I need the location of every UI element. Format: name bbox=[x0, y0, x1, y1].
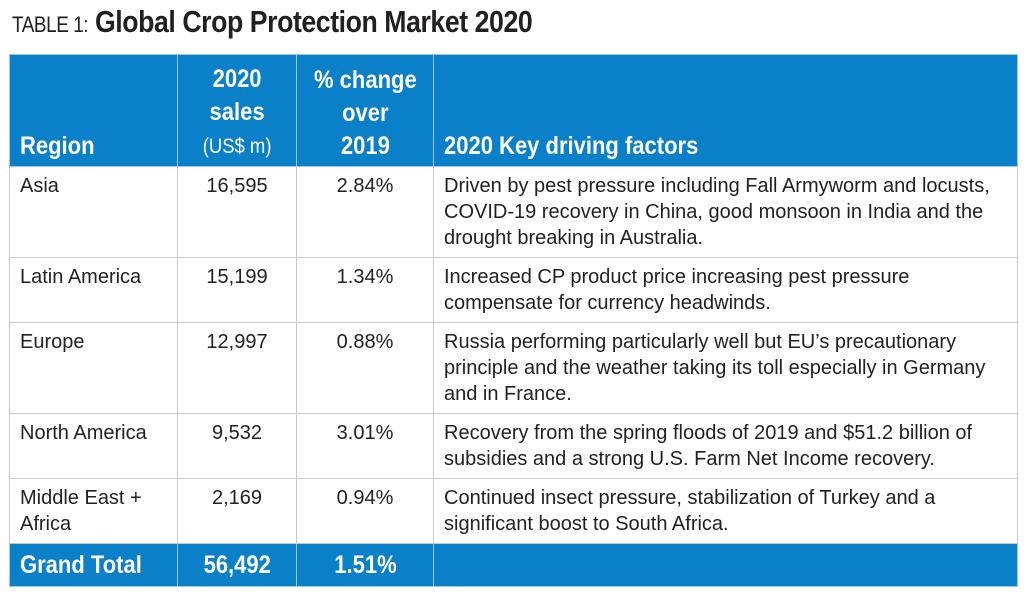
table-row: Middle East + Africa 2,169 0.94% Continu… bbox=[9, 478, 1018, 544]
cell-change: 0.88% bbox=[296, 322, 434, 414]
table-row: Asia 16,595 2.84% Driven by pest pressur… bbox=[9, 166, 1018, 258]
header-region-label: Region bbox=[20, 132, 95, 160]
header-change-line1: % change bbox=[313, 66, 417, 94]
header-change-line3: 2019 bbox=[340, 132, 390, 160]
table-row: North America 9,532 3.01% Recovery from … bbox=[9, 413, 1018, 479]
cell-sales: 12,997 bbox=[177, 322, 297, 414]
caption-title: Global Crop Protection Market 2020 bbox=[94, 4, 533, 39]
header-sales-text: 2020 sales (US$ m) bbox=[203, 63, 272, 163]
total-factors bbox=[433, 543, 1018, 587]
header-row: Region 2020 sales (US$ m) % change over … bbox=[9, 54, 1018, 167]
cell-sales: 15,199 bbox=[177, 257, 297, 323]
cell-sales: 9,532 bbox=[177, 413, 297, 479]
total-change-text: 1.51% bbox=[333, 550, 397, 579]
cell-factors: Recovery from the spring floods of 2019 … bbox=[433, 413, 1018, 479]
header-sales-line2: sales bbox=[209, 98, 265, 126]
cell-factors: Increased CP product price increasing pe… bbox=[433, 257, 1018, 323]
cell-sales: 16,595 bbox=[177, 166, 297, 258]
cell-factors: Driven by pest pressure including Fall A… bbox=[433, 166, 1018, 258]
total-sales-text: 56,492 bbox=[203, 550, 271, 579]
cell-region: Asia bbox=[9, 166, 178, 258]
cell-change: 0.94% bbox=[296, 478, 434, 544]
header-change: % change over 2019 bbox=[296, 54, 434, 167]
cell-region: Middle East + Africa bbox=[9, 478, 178, 544]
cell-sales: 2,169 bbox=[177, 478, 297, 544]
header-sales: 2020 sales (US$ m) bbox=[177, 54, 297, 167]
table-row: Latin America 15,199 1.34% Increased CP … bbox=[9, 257, 1018, 323]
total-sales: 56,492 bbox=[177, 543, 297, 587]
caption-prefix: TABLE 1: bbox=[12, 12, 89, 37]
cell-factors: Russia performing particularly well but … bbox=[433, 322, 1018, 414]
header-sales-line1: 2020 bbox=[212, 65, 262, 93]
cell-change: 2.84% bbox=[296, 166, 434, 258]
total-change: 1.51% bbox=[296, 543, 434, 587]
cell-region: North America bbox=[9, 413, 178, 479]
table-row: Europe 12,997 0.88% Russia performing pa… bbox=[9, 322, 1018, 414]
header-change-text: % change over 2019 bbox=[314, 64, 417, 163]
cell-region: Europe bbox=[9, 322, 178, 414]
cell-change: 1.34% bbox=[296, 257, 434, 323]
cell-change: 3.01% bbox=[296, 413, 434, 479]
header-factors-label: 2020 Key driving factors bbox=[444, 132, 699, 160]
crop-protection-table: Region 2020 sales (US$ m) % change over … bbox=[9, 54, 1018, 587]
table-caption: TABLE 1: Global Crop Protection Market 2… bbox=[12, 4, 603, 48]
grand-total-row: Grand Total 56,492 1.51% bbox=[9, 543, 1018, 587]
cell-region: Latin America bbox=[9, 257, 178, 323]
header-sales-unit: (US$ m) bbox=[202, 135, 272, 158]
header-change-line2: over bbox=[341, 99, 389, 127]
header-factors: 2020 Key driving factors bbox=[433, 54, 1018, 167]
cell-factors: Continued insect pressure, stabilization… bbox=[433, 478, 1018, 544]
total-label: Grand Total bbox=[9, 543, 178, 587]
total-label-text: Grand Total bbox=[20, 550, 142, 579]
header-region: Region bbox=[9, 54, 178, 167]
